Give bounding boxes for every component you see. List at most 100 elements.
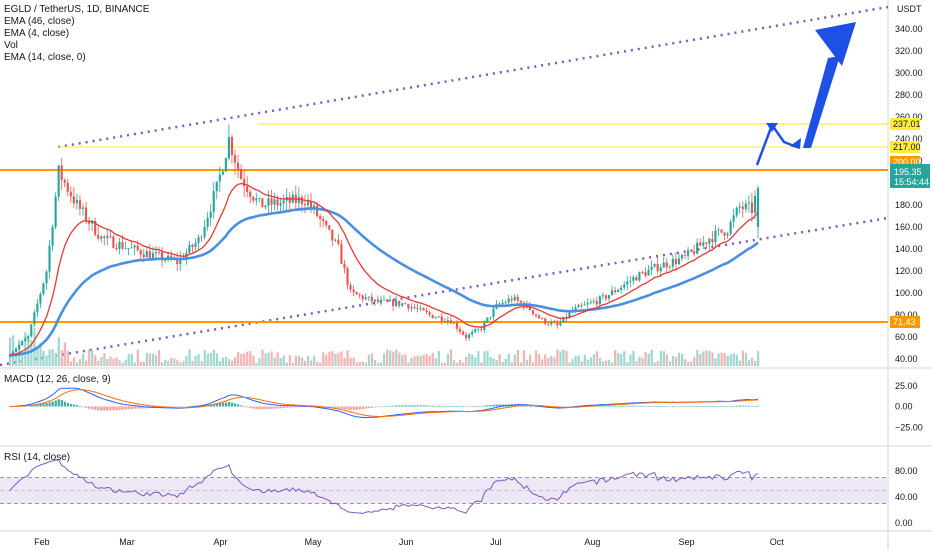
volume-bar (462, 362, 465, 366)
macd-histogram-bar (525, 405, 529, 407)
macd-histogram-bar (495, 404, 498, 407)
macd-histogram-bar (361, 406, 364, 410)
candle-body (398, 300, 401, 306)
candle-body (84, 207, 88, 221)
indicator-volume-label[interactable]: Vol (4, 40, 18, 51)
candle-body (176, 259, 179, 265)
volume-bar (185, 355, 188, 366)
candle-body (364, 297, 367, 300)
volume-bar (109, 356, 112, 366)
volume-bar (349, 357, 352, 366)
volume-bar (419, 355, 422, 366)
volume-bar (611, 362, 614, 366)
volume-bar (115, 357, 118, 366)
macd-histogram-bar (522, 405, 526, 407)
price-axis-tick: 60.00 (895, 332, 918, 342)
volume-bar (677, 352, 681, 366)
volume-bar (221, 357, 225, 366)
indicator-ema4-label[interactable]: EMA (4, close) (4, 28, 70, 39)
volume-bar (583, 354, 586, 366)
candle-body (352, 289, 355, 292)
macd-histogram-bar (100, 406, 103, 411)
volume-bar (696, 349, 699, 366)
macd-histogram-bar (659, 406, 662, 407)
candle-body (215, 181, 218, 192)
macd-histogram-bar (422, 405, 425, 407)
rsi-label[interactable]: RSI (14, close) (4, 452, 71, 463)
volume-bar (516, 350, 520, 366)
candle-body (598, 296, 601, 305)
volume-bar (182, 360, 185, 366)
volume-bar (276, 352, 279, 366)
volume-bar (392, 351, 395, 366)
candle-body (498, 303, 501, 305)
candle-body (72, 196, 75, 204)
volume-bar (653, 362, 656, 366)
candle-body (504, 302, 507, 304)
price-axis-tick: 100.00 (895, 288, 923, 298)
macd-label[interactable]: MACD (12, 26, close, 9) (4, 374, 111, 385)
volume-bar (741, 350, 745, 366)
macd-histogram-bar (282, 406, 285, 409)
candle-body (51, 227, 54, 246)
indicator-ema14-label[interactable]: EMA (14, close, 0) (4, 52, 86, 63)
volume-bar (121, 362, 124, 366)
macd-histogram-bar (33, 404, 36, 407)
price-axis-currency: USDT (897, 4, 922, 14)
candle-body (15, 348, 18, 352)
volume-bar (732, 353, 735, 366)
volume-bar (285, 362, 288, 366)
candle-body (434, 317, 437, 319)
volume-bar (252, 355, 255, 366)
indicator-ema46-label[interactable]: EMA (46, close) (4, 16, 75, 27)
price-tag-label: 71.43 (893, 317, 916, 327)
macd-histogram-bar (383, 406, 386, 407)
candle-body (376, 299, 379, 303)
macd-histogram-bar (407, 405, 410, 407)
candle-body (349, 285, 352, 290)
macd-histogram-bar (370, 406, 374, 408)
macd-histogram-bar (300, 406, 304, 408)
candle-body (650, 266, 653, 270)
candle-body (534, 314, 538, 316)
macd-histogram-bar (78, 406, 82, 407)
macd-histogram-bar (671, 406, 675, 408)
volume-bar (638, 356, 641, 366)
volume-bar (370, 353, 374, 366)
volume-bar (264, 353, 267, 366)
candle-body (659, 267, 662, 272)
volume-bar (431, 352, 434, 366)
price-axis-tick: 280.00 (895, 90, 923, 100)
candle-body (577, 305, 580, 308)
macd-histogram-bar (367, 406, 371, 409)
time-axis-label: Mar (119, 537, 135, 547)
volume-bar (635, 361, 638, 366)
macd-histogram-bar (741, 405, 745, 407)
macd-histogram-bar (373, 406, 377, 408)
volume-bar (574, 355, 577, 366)
macd-histogram-bar (237, 404, 240, 407)
volume-bar (337, 352, 340, 366)
volume-bar (604, 360, 608, 366)
volume-bar (60, 350, 63, 366)
upper-channel-line (57, 5, 889, 149)
candle-body (261, 198, 264, 208)
volume-bar (650, 349, 653, 366)
macd-histogram-bar (121, 406, 124, 410)
macd-histogram-bar (337, 406, 340, 409)
candle-body (671, 258, 674, 267)
projection-path (755, 122, 798, 166)
candle-body (513, 296, 516, 301)
volume-bar (297, 356, 301, 366)
volume-bar (589, 357, 593, 366)
macd-histogram-bar (449, 406, 453, 407)
macd-histogram-bar (452, 406, 456, 407)
time-axis-label: Oct (770, 537, 785, 547)
candle-body (343, 263, 346, 269)
symbol-title[interactable]: EGLD / TetherUS, 1D, BINANCE (4, 4, 150, 15)
candle-body (11, 351, 15, 356)
volume-bar (598, 358, 602, 366)
candle-body (726, 233, 729, 236)
candle-body (729, 221, 732, 234)
